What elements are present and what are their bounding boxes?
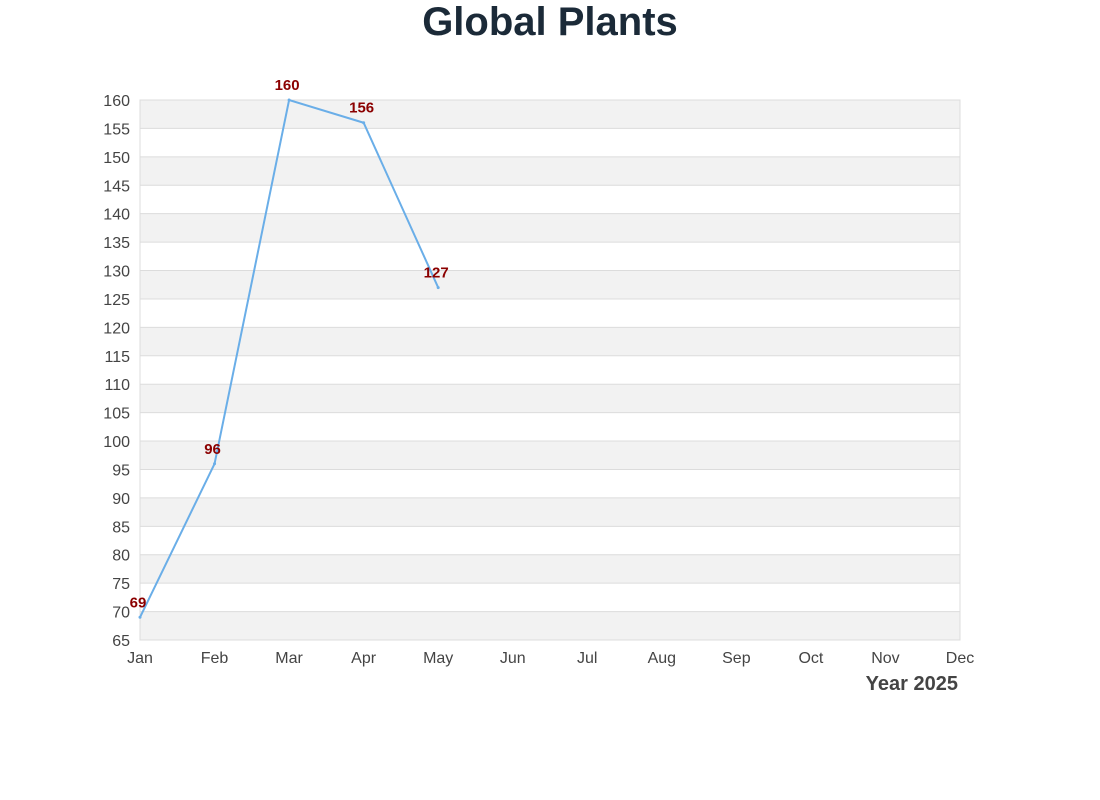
y-tick-label: 115 — [104, 349, 130, 366]
y-tick-label: 105 — [103, 406, 130, 423]
chart-title: Global Plants — [422, 0, 678, 44]
grid-band — [140, 156, 960, 186]
grid-band — [140, 213, 960, 243]
x-tick-label: Nov — [871, 650, 899, 667]
grid-band — [140, 384, 960, 413]
x-tick-label: Jan — [127, 650, 153, 667]
x-tick-label: Mar — [275, 650, 303, 667]
y-tick-label: 80 — [112, 548, 130, 565]
x-tick-label: Aug — [648, 650, 676, 667]
grid-band — [140, 327, 960, 356]
y-tick-label: 160 — [103, 93, 130, 110]
y-tick-label: 75 — [112, 576, 130, 593]
y-tick-label: 100 — [103, 434, 130, 451]
x-tick-label: Jul — [577, 650, 597, 667]
x-tick-label: Oct — [798, 650, 823, 667]
y-tick-label: 120 — [103, 320, 130, 337]
grid-band — [140, 611, 960, 640]
y-tick-label: 65 — [112, 633, 130, 650]
y-tick-label: 90 — [112, 491, 130, 508]
x-tick-label: May — [423, 650, 453, 667]
data-point — [436, 286, 440, 290]
grid-band — [140, 497, 960, 527]
grid-band — [140, 441, 960, 470]
plot-frame — [139, 99, 961, 641]
y-tick-label: 70 — [112, 605, 130, 622]
data-label: 69 — [130, 594, 147, 611]
y-tick-label: 95 — [112, 462, 130, 479]
y-tick-label: 135 — [103, 235, 130, 252]
y-tick-label: 130 — [103, 264, 130, 281]
x-tick-label: Jun — [500, 650, 526, 667]
data-label: 160 — [275, 77, 300, 94]
x-tick-label: Feb — [201, 650, 229, 667]
grid-band — [140, 270, 960, 299]
y-tick-label: 125 — [103, 292, 130, 309]
data-label: 156 — [349, 100, 374, 117]
y-tick-label: 140 — [103, 207, 130, 224]
y-tick-label: 110 — [104, 377, 130, 394]
data-point — [213, 462, 217, 466]
data-point — [287, 98, 291, 102]
y-tick-label: 145 — [103, 178, 130, 195]
y-tick-label: 155 — [103, 121, 130, 138]
grid-band — [140, 100, 960, 129]
data-point — [138, 615, 142, 619]
x-tick-label: Sep — [722, 650, 751, 667]
data-point — [362, 121, 366, 125]
y-tick-label: 150 — [103, 150, 130, 167]
x-tick-label: Dec — [946, 650, 974, 667]
x-tick-label: Apr — [351, 650, 377, 667]
grid-band — [140, 554, 960, 584]
y-tick-label: 85 — [112, 519, 130, 536]
data-label: 127 — [424, 265, 449, 282]
x-axis-title: Year 2025 — [866, 673, 958, 695]
data-label: 96 — [204, 441, 221, 458]
